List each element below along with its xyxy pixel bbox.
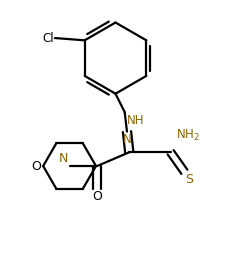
Text: N: N [123, 133, 131, 146]
Text: O: O [92, 190, 102, 203]
Text: S: S [185, 173, 194, 186]
Text: Cl: Cl [42, 31, 54, 44]
Text: N: N [59, 152, 68, 165]
Text: O: O [31, 160, 41, 172]
Text: NH: NH [127, 114, 144, 127]
Text: NH$_2$: NH$_2$ [176, 128, 200, 143]
